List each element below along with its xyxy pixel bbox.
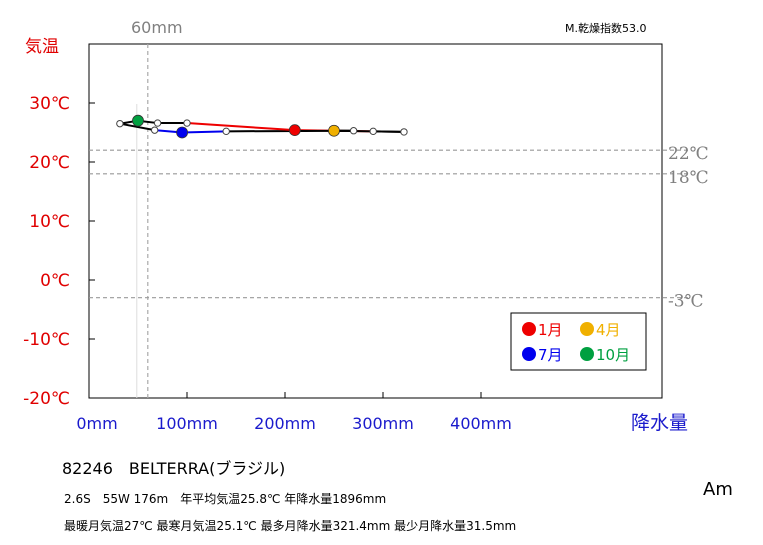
- y-tick-label: -10℃: [23, 330, 70, 350]
- dryness-index: M.乾燥指数53.0: [565, 22, 647, 35]
- month-point-9: [116, 119, 124, 128]
- y-tick-label: -20℃: [23, 389, 70, 409]
- station-info-line2: 最暖月気温27℃ 最寒月気温25.1℃ 最多月降水量321.4mm 最少月降水量…: [64, 519, 517, 533]
- reference-lines: [89, 44, 690, 398]
- legend-label-jul: 7月: [538, 346, 563, 364]
- month-point-12: [183, 119, 191, 127]
- legend-dot-jan: [522, 322, 536, 336]
- month-point-7: [176, 126, 189, 139]
- threshold-label: 22℃: [668, 144, 709, 164]
- legend-label-apr: 4月: [596, 321, 621, 339]
- legend-label-oct: 10月: [596, 346, 630, 364]
- legend-label-jan: 1月: [538, 321, 563, 339]
- month-point-1: [288, 124, 301, 137]
- legend-box: [510, 312, 647, 371]
- climate-type: Am: [703, 479, 733, 500]
- x-tick-label: 400mm: [450, 414, 512, 433]
- month-point-8: [150, 126, 159, 134]
- month-segment: [119, 122, 155, 132]
- threshold-label: -3℃: [668, 292, 704, 312]
- month-point-4: [328, 124, 340, 137]
- legend-dot-jul: [522, 347, 536, 361]
- month-point-2: [369, 127, 377, 136]
- legend: 1月 4月 7月 10月: [510, 312, 647, 371]
- y-tick-labels: 30℃ 20℃ 10℃ 0℃ -10℃ -20℃: [23, 94, 95, 409]
- y-axis-title: 気温: [25, 37, 59, 57]
- month-segment: [182, 130, 227, 134]
- month-point-6: [222, 127, 230, 136]
- y-tick-label: 30℃: [29, 94, 70, 114]
- month-point-11: [153, 119, 162, 127]
- x-axis-title: 降水量: [631, 412, 688, 434]
- station-info-line1: 2.6S 55W 176m 年平均気温25.8℃ 年降水量1896mm: [64, 492, 387, 506]
- threshold-labels: 22℃ 18℃ -3℃: [668, 144, 709, 312]
- y-tick-label: 20℃: [29, 153, 70, 173]
- y-tick-label: 10℃: [29, 212, 70, 232]
- month-point-5: [349, 127, 358, 135]
- month-point-3: [400, 128, 408, 136]
- plot-frame: [88, 43, 663, 399]
- x-tick-label: 200mm: [254, 414, 316, 433]
- x-tick-label: 0mm: [76, 414, 117, 433]
- month-segment: [186, 122, 295, 132]
- x-tick-label: 300mm: [352, 414, 414, 433]
- data-points: [116, 114, 408, 139]
- legend-dot-apr: [580, 322, 594, 336]
- precip-marker-label: 60mm: [131, 18, 183, 37]
- legend-dot-oct: [580, 347, 594, 361]
- data-segments: [119, 119, 404, 134]
- month-point-10: [132, 114, 144, 127]
- x-tick-label: 100mm: [156, 414, 218, 433]
- y-tick-label: 0℃: [40, 271, 70, 291]
- station-title: 82246 BELTERRA(ブラジル): [62, 459, 286, 478]
- threshold-label: 18℃: [668, 168, 709, 188]
